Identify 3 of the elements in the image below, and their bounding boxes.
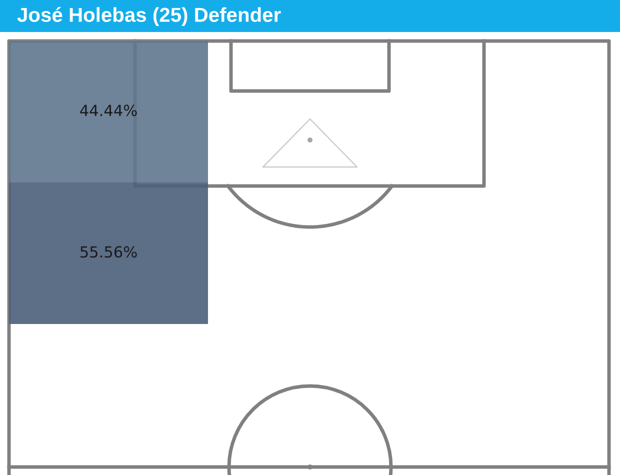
data-label: 44.44% <box>80 104 137 116</box>
text: José Holebas (25) Defender <box>17 7 281 26</box>
data-label: 55.56% <box>80 246 137 258</box>
